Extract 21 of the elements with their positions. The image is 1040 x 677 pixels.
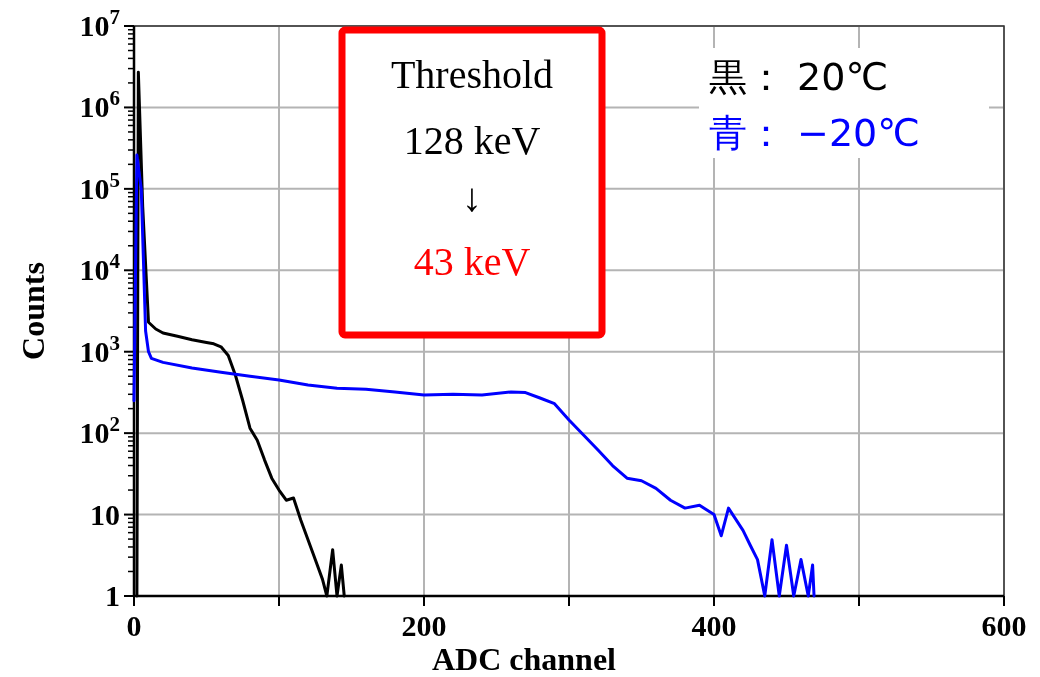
text: 青： −20℃ [709,111,920,155]
y-tick-label: 10 [90,497,120,531]
x-tick-label: 400 [691,609,737,642]
x-tick-label: 600 [981,609,1027,642]
x-tick-label: 200 [401,609,447,642]
text: 黒： 20℃ [709,55,889,99]
y-tick-label: 10$^{6}$ [79,86,120,124]
y-tick-label: 10$^{4}$ [79,249,121,287]
y-tick-label: 10$^{3}$ [79,330,120,368]
annotation: Threshold [390,52,554,97]
y-tick-label: 10$^{7}$ [79,5,120,42]
annotation: ↓ [462,174,482,220]
x-axis-title: ADC channel [431,641,617,677]
annotation: 43 keV [413,238,531,284]
annotation: 128 keV [403,118,541,164]
y-tick-label: 10$^{2}$ [79,412,120,450]
y-axis-title: Counts [15,262,51,360]
y-tick-label: 1 [105,579,120,612]
y-tick-label: 10$^{5}$ [79,167,120,205]
line-series [132,153,816,598]
x-tick-label: 0 [126,609,142,642]
